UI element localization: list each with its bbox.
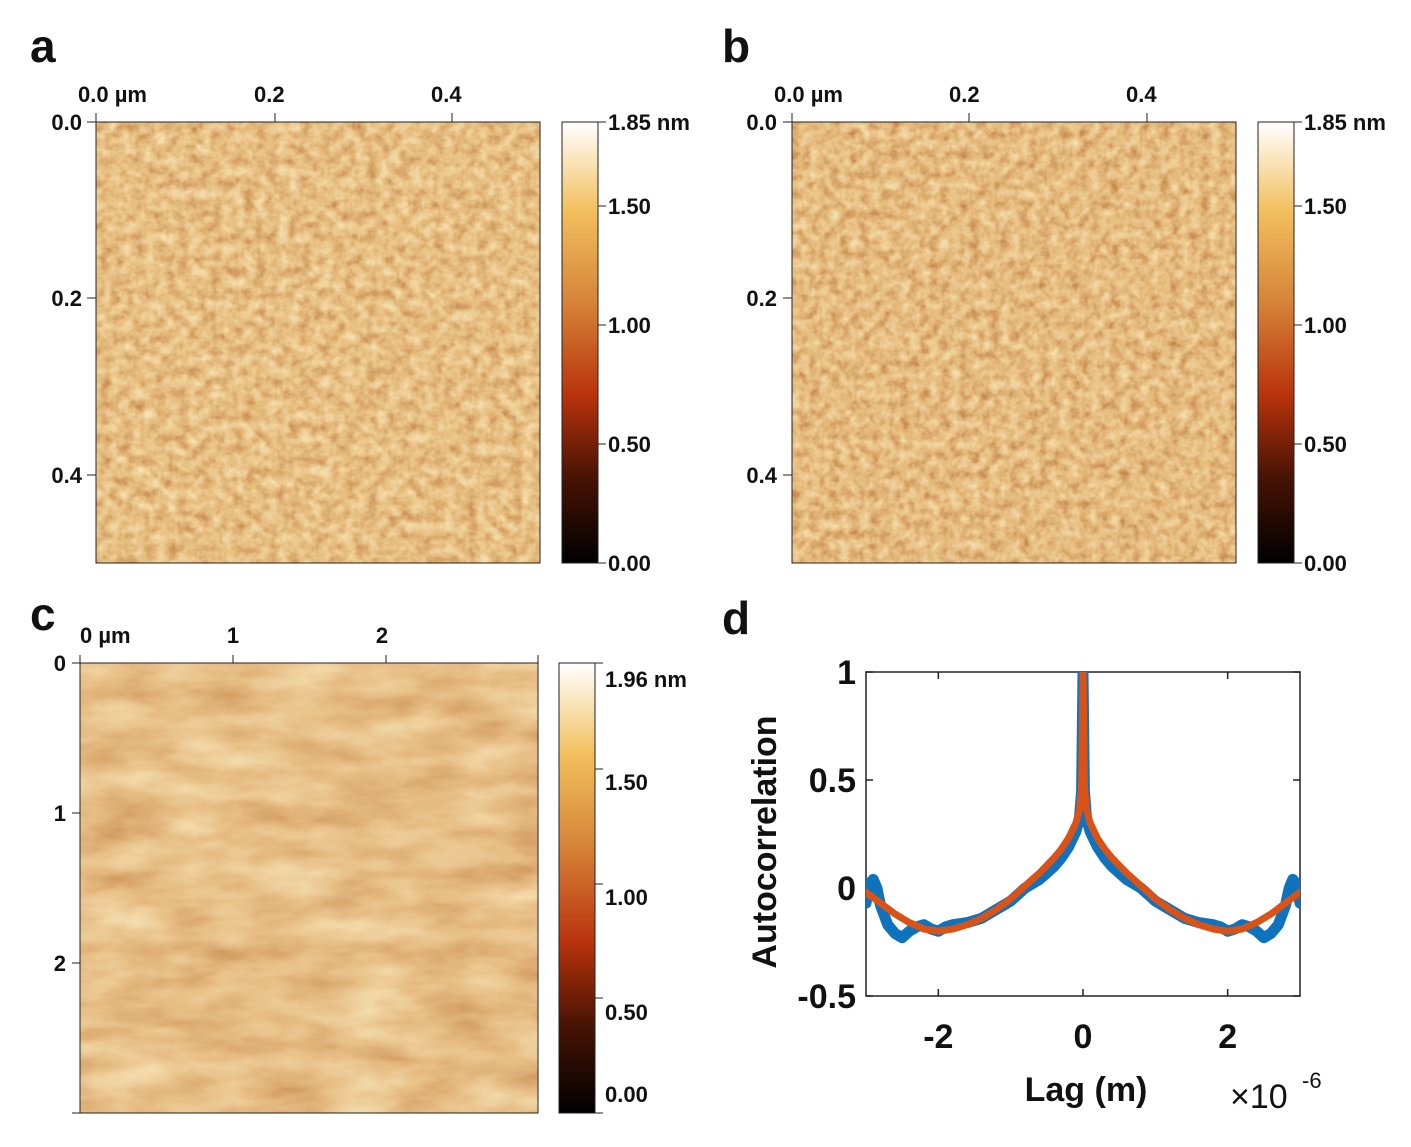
colorbar-c <box>558 662 596 1114</box>
a-cbar-label-0: 1.85 nm <box>608 110 690 135</box>
colorbar-b-ticks <box>1294 121 1302 564</box>
panel-b: b 0.0 µm 0.2 0.4 0.0 0.2 0.4 1.85 nm 1.5… <box>722 20 1386 576</box>
heatmap-a-frame <box>95 121 541 564</box>
colorbar-a-ticks <box>598 121 606 564</box>
plot-d-xscale-exponent: -6 <box>1302 1068 1322 1093</box>
plot-d-xtick-labels: -2 0 2 <box>923 1018 1237 1056</box>
c-cbar-label-4: 0.00 <box>605 1082 648 1107</box>
b-ytick-2: 0.4 <box>746 463 777 488</box>
plot-d-xscale-label: ×10 <box>1230 1078 1288 1116</box>
a-xtick-2: 0.4 <box>431 82 462 107</box>
plot-d-xtick-label: -2 <box>923 1018 953 1056</box>
b-cbar-label-0: 1.85 nm <box>1304 110 1386 135</box>
c-xtick-2: 2 <box>376 623 388 648</box>
panel-a: a 0.0 µm 0.2 0.4 0.0 0.2 0.4 1.85 nm 1.5… <box>30 20 690 576</box>
colorbar-b <box>1257 121 1295 564</box>
b-cbar-label-2: 1.00 <box>1304 313 1347 338</box>
plot-d-xtick-label: 2 <box>1218 1018 1237 1056</box>
b-xtick-2: 0.4 <box>1126 82 1157 107</box>
c-ytick-2: 2 <box>54 951 66 976</box>
series-fit-line <box>866 672 1300 935</box>
b-cbar-label-3: 0.50 <box>1304 432 1347 457</box>
a-xtick-0: 0.0 µm <box>78 82 147 107</box>
b-cbar-label-1: 1.50 <box>1304 194 1347 219</box>
panel-label-b: b <box>722 20 750 72</box>
heatmap-c <box>80 663 538 1113</box>
plot-d-xlabel: Lag (m) <box>1025 1071 1148 1109</box>
c-cbar-label-3: 0.50 <box>605 1000 648 1025</box>
heatmap-b-ticks <box>783 113 1148 476</box>
plot-d-ytick-label: 1 <box>837 654 856 692</box>
b-xtick-0: 0.0 µm <box>774 82 843 107</box>
a-ytick-1: 0.2 <box>51 286 82 311</box>
a-cbar-label-2: 1.00 <box>608 313 651 338</box>
panel-label-d: d <box>722 592 750 644</box>
colorbar-c-ticks <box>595 662 603 1114</box>
plot-d-ytick-labels: -0.5 0 0.5 1 <box>797 654 856 1016</box>
a-xtick-1: 0.2 <box>254 82 285 107</box>
plot-d-xtick-label: 0 <box>1074 1018 1093 1056</box>
heatmap-b <box>792 122 1236 563</box>
plot-d-ytick-label: -0.5 <box>797 978 856 1016</box>
heatmap-b-frame <box>791 121 1237 564</box>
c-ytick-0: 0 <box>54 651 66 676</box>
heatmap-a-ticks <box>87 113 453 476</box>
panel-label-a: a <box>30 20 56 72</box>
c-cbar-label-1: 1.50 <box>605 770 648 795</box>
c-xtick-1: 1 <box>227 623 239 648</box>
heatmap-c-ticks <box>72 655 539 1114</box>
colorbar-a <box>561 121 599 564</box>
a-ytick-0: 0.0 <box>51 110 82 135</box>
heatmap-a <box>96 122 540 563</box>
a-cbar-label-3: 0.50 <box>608 432 651 457</box>
panel-c: c 0 µm 1 2 0 1 2 1.96 nm 1.50 1.00 0.50 … <box>30 588 687 1114</box>
b-ytick-1: 0.2 <box>746 286 777 311</box>
a-cbar-label-4: 0.00 <box>608 551 651 576</box>
a-ytick-2: 0.4 <box>51 463 82 488</box>
b-ytick-0: 0.0 <box>746 110 777 135</box>
c-ytick-1: 1 <box>54 801 66 826</box>
c-cbar-label-2: 1.00 <box>605 885 648 910</box>
plot-d-ytick-label: 0.5 <box>809 762 856 800</box>
plot-d-ylabel: Autocorrelation <box>746 715 784 968</box>
c-cbar-label-0: 1.96 nm <box>605 667 687 692</box>
panel-label-c: c <box>30 588 56 640</box>
panel-d: d -0.5 0 0.5 1 -2 0 2 Lag (m) Autocorrelation… <box>722 592 1322 1116</box>
b-xtick-1: 0.2 <box>949 82 980 107</box>
b-cbar-label-4: 0.00 <box>1304 551 1347 576</box>
c-xtick-0: 0 µm <box>80 623 131 648</box>
plot-d-ytick-label: 0 <box>837 870 856 908</box>
heatmap-c-frame <box>79 662 539 1114</box>
a-cbar-label-1: 1.50 <box>608 194 651 219</box>
